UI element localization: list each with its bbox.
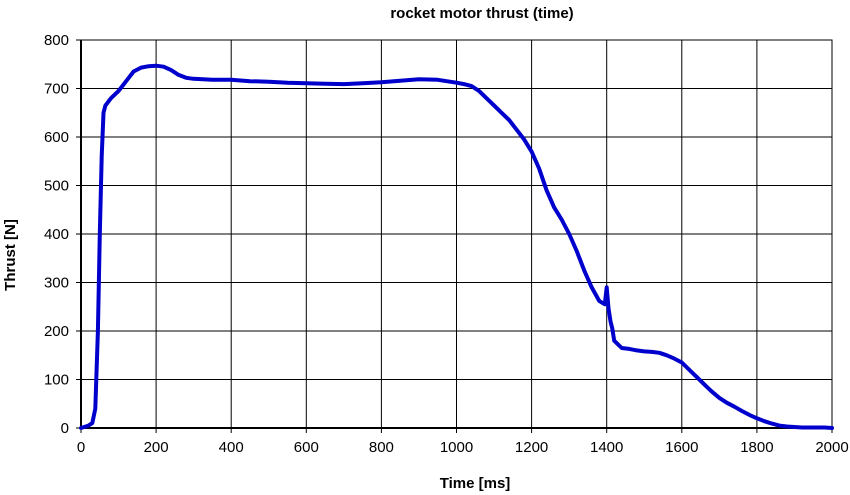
- y-tick-label: 200: [44, 323, 69, 340]
- x-axis-label: Time [ms]: [440, 475, 511, 492]
- gridlines: [81, 40, 832, 428]
- x-tick-label: 1400: [590, 439, 623, 456]
- y-tick-label: 100: [44, 372, 69, 389]
- y-axis-label: Thrust [N]: [2, 219, 19, 291]
- y-tick-label: 800: [44, 32, 69, 49]
- x-ticks: 0 200 400 600 800 1000 1200 1400 1600 1800 2000: [77, 428, 849, 456]
- y-ticks: 0 100 200 300 400 500 600 700 800: [44, 32, 81, 437]
- chart-title: rocket motor thrust (time): [390, 5, 573, 22]
- x-tick-label: 2000: [815, 439, 848, 456]
- y-tick-label: 500: [44, 178, 69, 195]
- series-group: [79, 63, 834, 430]
- x-tick-label: 0: [77, 439, 85, 456]
- x-tick-label: 400: [219, 439, 244, 456]
- x-tick-label: 800: [369, 439, 394, 456]
- x-tick-label: 1000: [440, 439, 473, 456]
- y-tick-label: 0: [61, 420, 69, 437]
- x-tick-label: 1200: [515, 439, 548, 456]
- y-tick-label: 300: [44, 275, 69, 292]
- x-tick-label: 600: [294, 439, 319, 456]
- x-tick-label: 1800: [740, 439, 773, 456]
- y-tick-label: 700: [44, 81, 69, 98]
- y-tick-label: 400: [44, 226, 69, 243]
- thrust-series-line: [79, 63, 834, 430]
- x-tick-label: 200: [144, 439, 169, 456]
- y-tick-label: 600: [44, 129, 69, 146]
- x-tick-label: 1600: [665, 439, 698, 456]
